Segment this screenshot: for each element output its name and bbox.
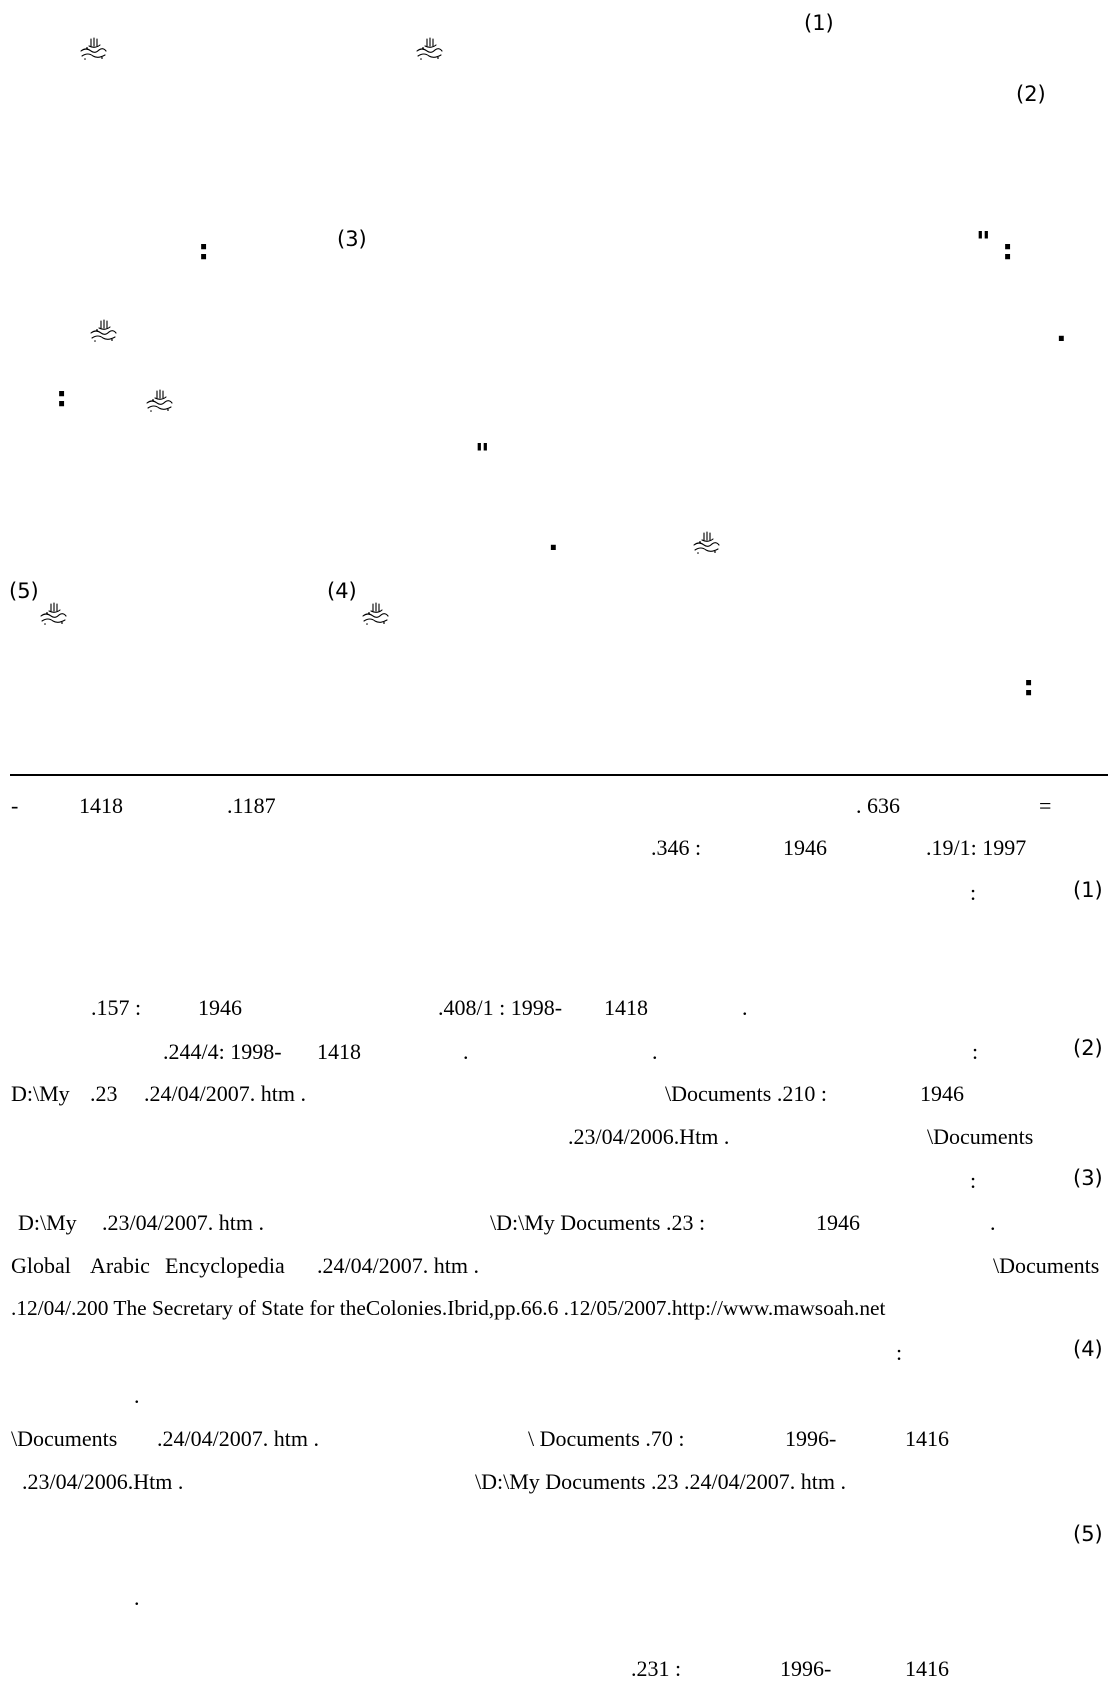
footnote-text: .346 : bbox=[651, 835, 702, 860]
footnote-text: 1418 bbox=[79, 793, 123, 818]
footnote-text: .24/04/2007. htm . bbox=[157, 1426, 319, 1451]
footnote-text: Encyclopedia bbox=[165, 1253, 285, 1278]
footnote-ref-3: (3) bbox=[337, 227, 367, 251]
colon-mark: : bbox=[198, 233, 210, 266]
footnote-text: D:\My bbox=[18, 1210, 77, 1235]
footnote-text: \Documents bbox=[993, 1253, 1100, 1278]
footnote-separator bbox=[10, 774, 1108, 776]
footnote-text: \Documents bbox=[927, 1124, 1034, 1149]
footnote-text: 1946 bbox=[783, 835, 827, 860]
colon-mark: : bbox=[56, 380, 68, 413]
footnote-text: .231 : bbox=[631, 1656, 682, 1681]
footnote-text: .1187 bbox=[227, 793, 276, 818]
footnote-ref-1: (1) bbox=[804, 11, 834, 35]
footnote-text: .23 bbox=[90, 1081, 118, 1106]
footnote-text: .23/04/2006.Htm . bbox=[22, 1469, 184, 1494]
footnote-text: D:\My bbox=[11, 1081, 70, 1106]
footnote-text: . bbox=[742, 995, 748, 1020]
colon-mark: : bbox=[1002, 233, 1014, 266]
footnote-text: 1946 bbox=[816, 1210, 860, 1235]
footnote-text: . bbox=[463, 1039, 469, 1064]
footnote-text: .24/04/2007. htm . bbox=[317, 1253, 479, 1278]
footnote-text: : bbox=[970, 880, 977, 905]
footnote-ref-5: (5) bbox=[9, 579, 39, 603]
footnote-number-4: (4) bbox=[1073, 1337, 1103, 1361]
footnote-text: 1996- bbox=[785, 1426, 837, 1451]
footnote-text: \Documents bbox=[11, 1426, 118, 1451]
honorific-ornament-icon bbox=[360, 601, 390, 625]
footnote-text: = bbox=[1039, 793, 1052, 818]
footnote-text: . bbox=[134, 1383, 140, 1408]
honorific-ornament-icon bbox=[691, 530, 721, 554]
footnote-text: . bbox=[652, 1039, 658, 1064]
footnote-text: : bbox=[896, 1340, 903, 1365]
footnote-text: 1946 bbox=[198, 995, 242, 1020]
honorific-ornament-icon bbox=[414, 36, 444, 60]
footnote-text: .244/4: 1998- bbox=[163, 1039, 282, 1064]
period-mark: . bbox=[1056, 315, 1067, 348]
footnote-text: 1418 bbox=[317, 1039, 361, 1064]
footnote-ref-4: (4) bbox=[327, 579, 357, 603]
footnote-text: .408/1 : 1998- bbox=[438, 995, 563, 1020]
colon-mark: : bbox=[1023, 669, 1035, 702]
footnote-text: \D:\My Documents .23 .24/04/2007. htm . bbox=[475, 1469, 846, 1494]
footnote-text: : bbox=[972, 1039, 979, 1064]
footnote-number-2: (2) bbox=[1073, 1036, 1103, 1060]
footnote-text: .157 : bbox=[91, 995, 142, 1020]
footnote-ref-2: (2) bbox=[1016, 82, 1046, 106]
footnote-number-5: (5) bbox=[1073, 1522, 1103, 1546]
footnote-text: .19/1: 1997 bbox=[926, 835, 1027, 860]
honorific-ornament-icon bbox=[78, 36, 108, 60]
quote-mark: " bbox=[976, 225, 991, 258]
footnote-text: .23/04/2006.Htm . bbox=[568, 1124, 730, 1149]
footnote-text: \D:\My Documents .23 : bbox=[490, 1210, 706, 1235]
footnote-text: .23/04/2007. htm . bbox=[102, 1210, 264, 1235]
footnote-text: .24/04/2007. htm . bbox=[144, 1081, 306, 1106]
footnote-text: 1416 bbox=[905, 1426, 949, 1451]
honorific-ornament-icon bbox=[38, 601, 68, 625]
footnote-text: \ Documents .70 : bbox=[528, 1426, 685, 1451]
footnote-text: : bbox=[970, 1168, 977, 1193]
footnote-text: Arabic bbox=[90, 1253, 150, 1278]
footnote-text: 1418 bbox=[604, 995, 648, 1020]
footnote-text: . bbox=[990, 1210, 996, 1235]
honorific-ornament-icon bbox=[144, 388, 174, 412]
footnote-text: 1946 bbox=[920, 1081, 964, 1106]
honorific-ornament-icon bbox=[88, 318, 118, 342]
footnote-text: . 636 bbox=[856, 793, 900, 818]
footnote-text: \Documents .210 : bbox=[665, 1081, 827, 1106]
footnote-number-1: (1) bbox=[1073, 878, 1103, 902]
footnote-number-3: (3) bbox=[1073, 1166, 1103, 1190]
footnote-text: Global bbox=[11, 1253, 71, 1278]
footnote-text: 1416 bbox=[905, 1656, 949, 1681]
quote-mark: " bbox=[475, 437, 490, 470]
footnote-text: . bbox=[134, 1585, 140, 1610]
footnote-text: 1996- bbox=[780, 1656, 832, 1681]
footnote-text: .12/04/.200 The Secretary of State for t… bbox=[11, 1296, 886, 1320]
period-mark: . bbox=[548, 524, 559, 557]
footnote-text: - bbox=[11, 793, 19, 818]
